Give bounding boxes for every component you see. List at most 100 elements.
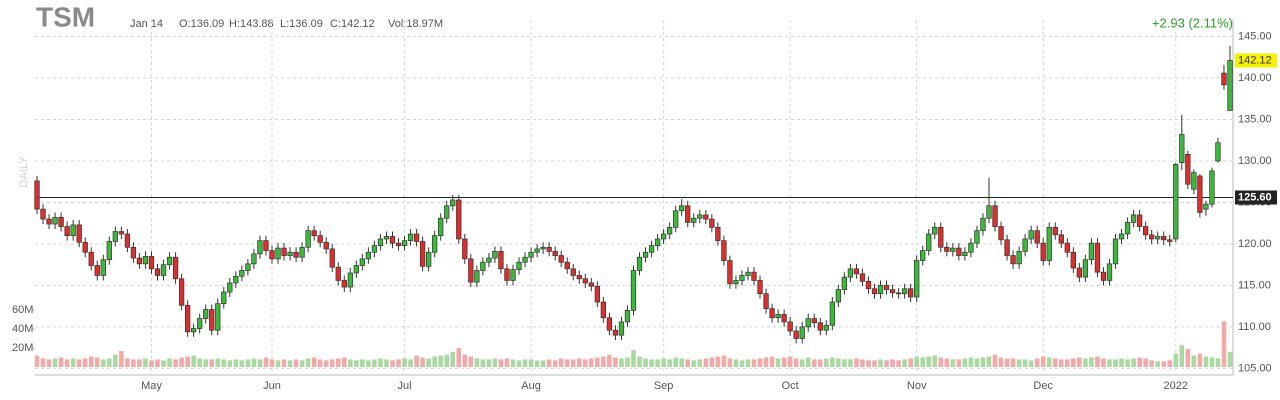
y-tick-label: 120.00 bbox=[1238, 238, 1272, 250]
volume-bar bbox=[685, 359, 691, 367]
candle-body bbox=[823, 324, 829, 331]
candle-body bbox=[636, 256, 643, 271]
candle-body bbox=[281, 247, 287, 256]
volume-bar bbox=[1113, 359, 1118, 367]
volume-bar bbox=[94, 357, 100, 367]
candle-body bbox=[835, 289, 842, 303]
candle-body bbox=[829, 301, 835, 326]
candle-body bbox=[401, 240, 408, 246]
volume-bar bbox=[203, 359, 209, 367]
candle-body bbox=[1173, 163, 1179, 240]
volume-bar bbox=[1010, 358, 1016, 367]
volume-bar bbox=[329, 359, 335, 367]
candle-body bbox=[76, 224, 82, 243]
candle-body bbox=[191, 328, 197, 333]
volume-bar bbox=[830, 357, 835, 367]
volume-bar bbox=[1065, 359, 1070, 367]
x-tick-label: Dec bbox=[1033, 380, 1053, 392]
period-label: DAILY bbox=[18, 156, 30, 188]
low-stat: L:136.09 bbox=[280, 18, 323, 30]
volume-bar bbox=[799, 359, 805, 367]
candle-body bbox=[956, 247, 962, 256]
volume-bar bbox=[299, 360, 305, 367]
candle-body bbox=[871, 288, 878, 295]
candle-body bbox=[932, 227, 938, 235]
candle-body bbox=[148, 256, 155, 270]
volume-bar bbox=[372, 359, 377, 367]
candle-body bbox=[950, 247, 956, 252]
volume-bar bbox=[215, 358, 221, 367]
candle-body bbox=[908, 288, 914, 298]
candle-body bbox=[311, 230, 317, 237]
candle-body bbox=[522, 256, 528, 263]
candle-body bbox=[1149, 234, 1155, 240]
candle-body bbox=[612, 329, 619, 336]
candle-body bbox=[88, 251, 94, 266]
candle-body bbox=[805, 318, 811, 328]
volume-bar bbox=[1016, 359, 1022, 367]
candle-body bbox=[58, 217, 64, 227]
volume-bar bbox=[438, 355, 443, 367]
candle-body bbox=[462, 238, 468, 260]
volume-tick-label: 40M bbox=[12, 323, 33, 335]
candle-body bbox=[106, 241, 112, 261]
volume-bar bbox=[100, 359, 106, 367]
candle-body bbox=[40, 208, 46, 220]
candle-body bbox=[986, 205, 992, 219]
volume-bar bbox=[679, 358, 685, 367]
candle-body bbox=[1136, 214, 1143, 227]
volume-bar bbox=[667, 359, 672, 367]
volume-bar bbox=[167, 358, 172, 367]
candle-body bbox=[745, 271, 751, 276]
candle-body bbox=[329, 248, 335, 268]
volume-bar bbox=[504, 358, 510, 367]
volume-bar bbox=[691, 360, 697, 367]
candle-body bbox=[353, 265, 359, 274]
candle-body bbox=[275, 247, 281, 260]
volume-bar bbox=[396, 359, 401, 367]
volume-bar bbox=[1058, 359, 1064, 367]
volume-bar bbox=[1221, 321, 1227, 367]
candle-body bbox=[299, 246, 305, 258]
volume-bar bbox=[811, 359, 817, 367]
candle-body bbox=[1130, 214, 1137, 223]
candle-body bbox=[606, 317, 613, 331]
candle-body bbox=[498, 251, 504, 270]
volume-bar bbox=[1052, 358, 1058, 367]
volume-bar bbox=[649, 359, 654, 367]
volume-bar bbox=[721, 355, 727, 367]
volume-bar bbox=[239, 360, 245, 367]
candle-body bbox=[245, 263, 251, 271]
candle-body bbox=[679, 205, 685, 212]
volume-bar bbox=[88, 356, 94, 367]
volume-bar bbox=[589, 358, 594, 367]
volume-bar bbox=[390, 360, 395, 367]
candle-body bbox=[1118, 233, 1125, 240]
y-tick-label: 145.00 bbox=[1238, 30, 1272, 42]
candle-body bbox=[486, 257, 492, 263]
volume-bar bbox=[420, 357, 425, 367]
volume-bar bbox=[884, 360, 889, 367]
candle-body bbox=[1046, 227, 1052, 261]
candle-body bbox=[1209, 170, 1215, 205]
volume-bar bbox=[305, 358, 311, 367]
volume-bar bbox=[956, 359, 962, 367]
volume-bar bbox=[866, 360, 871, 367]
volume-bar bbox=[1107, 359, 1112, 367]
volume-bar bbox=[733, 359, 739, 367]
volume-bar bbox=[631, 349, 636, 367]
volume-bar bbox=[1040, 356, 1046, 367]
candle-body bbox=[1112, 238, 1119, 265]
volume-bar bbox=[824, 358, 829, 367]
volume-bar bbox=[52, 358, 58, 367]
volume-bar bbox=[757, 358, 763, 367]
candle-body bbox=[889, 289, 896, 294]
last-price-label: 142.12 bbox=[1238, 54, 1272, 66]
candle-body bbox=[654, 238, 661, 246]
candle-body bbox=[968, 242, 974, 253]
candle-body bbox=[1088, 242, 1095, 261]
volume-bar bbox=[269, 359, 275, 367]
volume-bar bbox=[143, 358, 148, 367]
candle-body bbox=[377, 238, 384, 246]
